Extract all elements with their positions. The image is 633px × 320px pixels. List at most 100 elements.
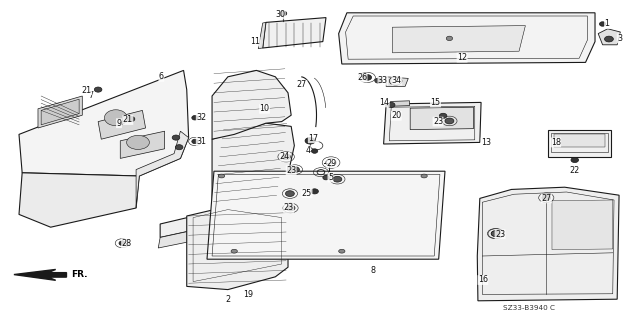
- Text: 17: 17: [308, 134, 318, 143]
- Text: 15: 15: [430, 98, 441, 107]
- Ellipse shape: [445, 118, 454, 124]
- Polygon shape: [384, 102, 481, 144]
- Text: SZ33-B3940 C: SZ33-B3940 C: [503, 305, 555, 311]
- Ellipse shape: [339, 249, 345, 253]
- Ellipse shape: [279, 11, 287, 16]
- Ellipse shape: [104, 110, 127, 126]
- Ellipse shape: [571, 157, 579, 163]
- Ellipse shape: [127, 135, 149, 149]
- Text: 2: 2: [225, 295, 230, 304]
- Polygon shape: [410, 107, 473, 130]
- Polygon shape: [554, 134, 605, 147]
- Polygon shape: [258, 22, 266, 49]
- Text: 32: 32: [196, 113, 206, 122]
- Text: 1: 1: [605, 20, 610, 28]
- Text: 21: 21: [82, 86, 92, 95]
- Polygon shape: [548, 130, 611, 157]
- Polygon shape: [391, 101, 410, 106]
- Text: 7: 7: [89, 92, 94, 100]
- Polygon shape: [212, 123, 294, 214]
- Ellipse shape: [446, 36, 453, 41]
- Text: 28: 28: [122, 239, 132, 248]
- Ellipse shape: [127, 116, 135, 122]
- Text: 6: 6: [159, 72, 164, 81]
- Ellipse shape: [218, 174, 225, 178]
- Text: 23: 23: [433, 117, 443, 126]
- Text: 26: 26: [357, 73, 367, 82]
- Ellipse shape: [375, 78, 382, 83]
- Text: 4: 4: [305, 146, 310, 155]
- Polygon shape: [41, 99, 79, 125]
- Ellipse shape: [323, 175, 329, 180]
- Text: 9: 9: [116, 119, 122, 128]
- Text: 13: 13: [481, 138, 491, 147]
- Polygon shape: [14, 269, 66, 280]
- Polygon shape: [98, 110, 146, 139]
- Polygon shape: [207, 171, 445, 259]
- Ellipse shape: [421, 174, 427, 178]
- Polygon shape: [392, 26, 525, 53]
- Text: 23: 23: [284, 204, 294, 212]
- Text: 19: 19: [243, 290, 253, 299]
- Ellipse shape: [491, 231, 500, 236]
- Polygon shape: [38, 96, 82, 128]
- Polygon shape: [158, 227, 208, 248]
- Text: 21: 21: [123, 116, 133, 124]
- Polygon shape: [552, 200, 613, 250]
- Text: 12: 12: [457, 53, 467, 62]
- Ellipse shape: [387, 102, 395, 108]
- Text: 23: 23: [286, 166, 296, 175]
- Polygon shape: [160, 213, 208, 237]
- Ellipse shape: [231, 249, 237, 253]
- Text: FR.: FR.: [71, 270, 87, 279]
- Text: 23: 23: [495, 230, 505, 239]
- Ellipse shape: [119, 241, 125, 245]
- Ellipse shape: [311, 189, 318, 194]
- Ellipse shape: [291, 167, 299, 172]
- Text: 34: 34: [392, 76, 402, 85]
- Text: 27: 27: [541, 194, 551, 203]
- Ellipse shape: [175, 145, 183, 150]
- Ellipse shape: [599, 22, 606, 26]
- Text: 18: 18: [551, 138, 561, 147]
- Text: 10: 10: [260, 104, 270, 113]
- Text: 30: 30: [275, 10, 285, 19]
- Polygon shape: [339, 13, 595, 64]
- Ellipse shape: [311, 149, 318, 153]
- Text: 14: 14: [379, 98, 389, 107]
- Text: 11: 11: [250, 37, 260, 46]
- Ellipse shape: [192, 139, 198, 144]
- Ellipse shape: [491, 231, 500, 236]
- Text: 22: 22: [570, 166, 580, 175]
- Polygon shape: [477, 187, 619, 301]
- Polygon shape: [136, 131, 189, 208]
- Polygon shape: [212, 70, 291, 139]
- Text: 29: 29: [327, 159, 337, 168]
- Text: 8: 8: [371, 266, 376, 275]
- Polygon shape: [19, 173, 139, 227]
- Ellipse shape: [192, 116, 198, 120]
- Text: 31: 31: [196, 137, 206, 146]
- Ellipse shape: [94, 87, 102, 92]
- Ellipse shape: [542, 195, 551, 201]
- Ellipse shape: [286, 205, 295, 211]
- Text: 27: 27: [297, 80, 307, 89]
- Polygon shape: [598, 29, 620, 45]
- Ellipse shape: [282, 154, 291, 160]
- Text: 3: 3: [617, 34, 622, 43]
- Text: 16: 16: [478, 276, 488, 284]
- Ellipse shape: [305, 138, 315, 144]
- Ellipse shape: [172, 135, 180, 140]
- Polygon shape: [386, 77, 408, 86]
- Polygon shape: [263, 18, 326, 48]
- Ellipse shape: [439, 113, 447, 118]
- Text: 20: 20: [391, 111, 401, 120]
- Ellipse shape: [285, 191, 294, 196]
- Text: 33: 33: [378, 76, 388, 85]
- Text: 5: 5: [328, 173, 333, 182]
- Ellipse shape: [333, 176, 342, 182]
- Polygon shape: [120, 131, 165, 158]
- Ellipse shape: [363, 75, 372, 80]
- Text: 25: 25: [302, 189, 312, 198]
- Text: 24: 24: [280, 152, 290, 161]
